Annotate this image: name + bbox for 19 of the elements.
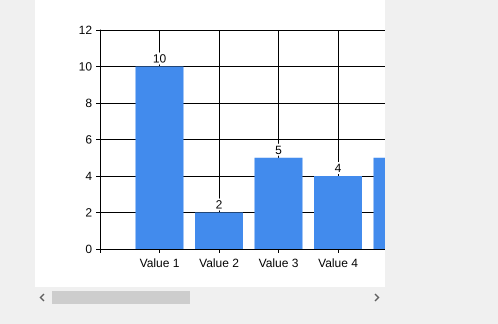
data-label: 10	[152, 52, 166, 66]
y-tick-label: 8	[85, 96, 92, 110]
y-tick-label: 0	[85, 242, 92, 256]
y-tick-label: 2	[85, 206, 92, 220]
y-tick-label: 10	[78, 60, 92, 74]
bar	[195, 212, 243, 249]
data-label: 2	[216, 198, 223, 212]
y-tick-label: 12	[78, 23, 92, 37]
x-tick-label: Value 3	[258, 256, 299, 270]
data-label: 5	[275, 142, 282, 157]
x-tick-label: Value 4	[318, 256, 358, 270]
y-tick-label: 4	[85, 169, 92, 183]
bar	[314, 176, 362, 249]
bar	[136, 66, 184, 249]
x-tick-label: Value 1	[140, 256, 180, 270]
x-tick-label: Value 2	[199, 256, 240, 270]
y-tick-label: 6	[85, 132, 92, 146]
bar	[254, 158, 302, 249]
data-label: 4	[334, 161, 342, 175]
